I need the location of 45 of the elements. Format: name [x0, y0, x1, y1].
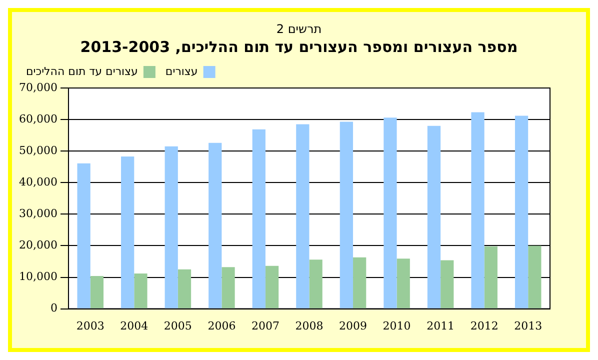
y-tick-label: 70,000 [18, 80, 58, 94]
x-tick-label: 2009 [339, 319, 368, 332]
bar [90, 276, 104, 308]
bar [471, 112, 484, 308]
bar [296, 124, 310, 308]
chart-subtitle: תרשים 2 [275, 22, 323, 36]
legend-label: עצורים עד תום ההליכים [26, 64, 138, 78]
x-tick-label: 2007 [251, 319, 280, 332]
y-tick-label: 0 [50, 302, 58, 315]
bar [134, 273, 148, 308]
bar [252, 129, 266, 308]
bar [164, 146, 178, 308]
bar [178, 269, 192, 308]
bar [427, 126, 441, 308]
x-tick-label: 2008 [295, 319, 324, 332]
legend-label: עצורים [165, 64, 198, 78]
y-tick-label: 40,000 [18, 175, 58, 188]
y-tick-label: 60,000 [18, 112, 58, 126]
bar [265, 266, 279, 308]
y-tick-label: 20,000 [18, 238, 58, 252]
bar [208, 142, 222, 308]
x-tick-label: 2004 [120, 319, 148, 332]
y-tick-label: 10,000 [18, 270, 58, 284]
x-tick-label: 2011 [426, 319, 455, 332]
bar [440, 260, 454, 308]
bar [384, 118, 397, 308]
bar [340, 122, 354, 308]
bar [121, 156, 134, 308]
x-tick-label: 2012 [470, 319, 498, 332]
bar [222, 267, 235, 308]
x-tick-label: 2006 [208, 319, 236, 332]
bar [396, 258, 410, 308]
x-tick-label: 2005 [164, 319, 192, 332]
bar [77, 163, 90, 308]
bar [528, 246, 542, 308]
y-tick-label: 50,000 [18, 144, 58, 157]
bar [514, 116, 528, 308]
x-tick-label: 2013 [514, 319, 542, 332]
y-tick-label: 30,000 [18, 207, 58, 220]
x-tick-label: 2010 [382, 319, 411, 332]
chart-title: מספר העצורים ומספר העצורים עד תום ההליכים, 2013-2003 [79, 38, 519, 56]
bar [484, 246, 498, 308]
x-tick-label: 2003 [76, 319, 104, 332]
bar [353, 257, 366, 308]
bar [309, 260, 322, 308]
